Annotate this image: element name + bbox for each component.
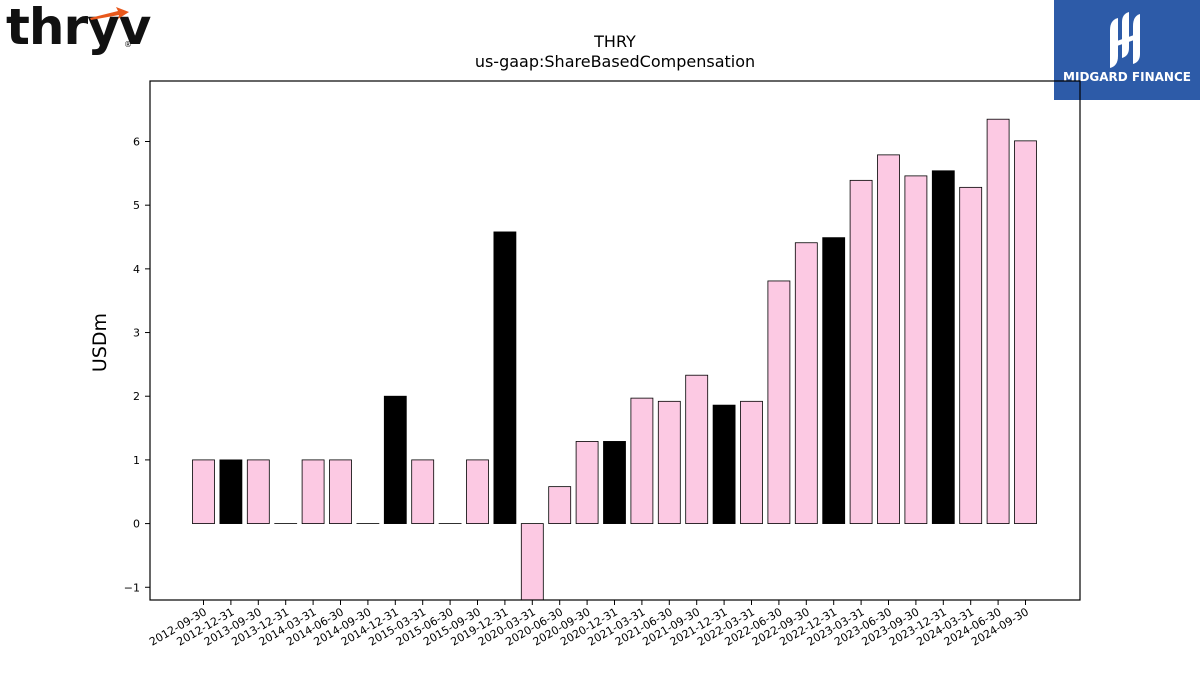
- bar-2014-03-31: [301, 459, 325, 524]
- bar-2024-06-30: [986, 118, 1010, 524]
- bar-2020-03-31: [520, 523, 544, 601]
- registered-mark: ®: [124, 40, 132, 49]
- midgard-finance-text: MIDGARD FINANCE: [1063, 70, 1191, 84]
- midgard-finance-logo: MIDGARD FINANCE: [1054, 0, 1200, 100]
- y-axis-label: USDm: [89, 313, 111, 372]
- y-tick-label: 4: [133, 263, 140, 276]
- bar-2023-12-31: [931, 170, 955, 524]
- bar-2014-12-31: [383, 395, 407, 524]
- y-tick-label: 5: [133, 199, 140, 212]
- bar-2023-09-30: [904, 175, 928, 524]
- bar-2020-06-30: [548, 486, 572, 524]
- bar-2015-03-31: [411, 459, 435, 524]
- thryv-arrow-icon: [90, 7, 129, 20]
- bar-2013-09-30: [246, 459, 270, 524]
- bar-2024-03-31: [959, 186, 983, 524]
- bar-2012-09-30: [192, 459, 215, 524]
- y-tick-label: 1: [133, 454, 140, 467]
- bar-2014-06-30: [329, 459, 352, 524]
- bar-2024-09-30: [1014, 140, 1037, 524]
- bar-2021-06-30: [657, 400, 681, 524]
- bar-2020-12-31: [603, 441, 626, 524]
- bar-2022-12-31: [822, 237, 846, 524]
- chart-subtitle: us-gaap:ShareBasedCompensation: [474, 52, 756, 71]
- chart-title: THRY: [594, 32, 636, 51]
- thryv-logo: thryv ®: [4, 0, 151, 56]
- y-tick-label: 3: [133, 327, 140, 340]
- bar-2012-12-31: [219, 459, 243, 524]
- bar-2021-09-30: [685, 374, 709, 524]
- y-tick-label: 6: [133, 135, 140, 148]
- bar-2020-09-30: [575, 441, 599, 524]
- bar-2023-03-31: [849, 179, 873, 524]
- y-tick-label: 0: [133, 518, 140, 531]
- bar-2015-09-30: [466, 459, 489, 524]
- thryv-logo-text: thryv: [6, 0, 151, 56]
- bar-2021-03-31: [630, 397, 654, 524]
- bar-2023-06-30: [877, 154, 900, 524]
- y-tick-label: −1: [124, 581, 140, 594]
- bar-2022-09-30: [794, 242, 818, 524]
- bars-group: [192, 118, 1037, 601]
- bar-2019-12-31: [493, 231, 517, 524]
- bar-2022-03-31: [740, 400, 763, 524]
- y-tick-label: 2: [133, 390, 140, 403]
- axes-group: −101234562012-09-302012-12-312013-09-302…: [89, 80, 1081, 649]
- midgard-monogram-icon: [1110, 12, 1140, 68]
- bar-2022-06-30: [767, 280, 791, 524]
- bar-2021-12-31: [712, 404, 736, 524]
